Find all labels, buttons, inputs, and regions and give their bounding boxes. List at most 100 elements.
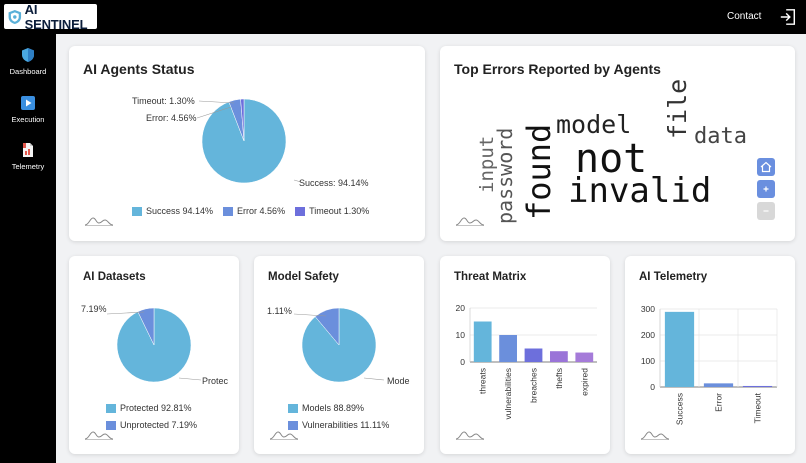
legend-swatch	[295, 206, 306, 216]
legend-item: Protected 92.81%	[120, 403, 192, 413]
legend-item: Unprotected 7.19%	[120, 420, 198, 430]
bar-thefts[interactable]	[550, 351, 568, 362]
play-icon	[21, 96, 35, 110]
telemetry-card: AI Telemetry 0 100 200 300 Success Error Timeo…	[625, 256, 795, 454]
legend-item[interactable]: Error 4.56%	[237, 206, 286, 216]
document-icon	[23, 143, 33, 157]
bar-breaches[interactable]	[524, 348, 543, 363]
legend-item: Vulnerabilities 11.11%	[302, 420, 390, 430]
shield-icon	[22, 48, 34, 62]
contact-link[interactable]: Contact	[727, 11, 762, 22]
y-tick-label: 0	[650, 382, 655, 392]
word-cloud-word: file	[663, 78, 692, 139]
sidebar-item-label: Dashboard	[9, 67, 47, 76]
chart-library-logo-icon	[455, 217, 485, 226]
chart-library-logo-icon	[84, 217, 114, 226]
chart-library-logo-icon	[455, 431, 485, 440]
legend-swatch	[223, 206, 234, 216]
home-icon	[760, 161, 772, 173]
top-errors-card: Top Errors Reported by Agents input pass…	[440, 46, 795, 241]
logo-text: AI SENTINEL	[24, 1, 88, 32]
pie-label-protected: Protec	[202, 376, 229, 386]
card-title: Model Safety	[268, 271, 339, 283]
zoom-reset-button[interactable]	[757, 158, 775, 176]
bar-vulnerabilities[interactable]	[499, 335, 517, 362]
agents-status-card: AI Agents Status Timeout: 1.30% Error: 4…	[69, 46, 425, 241]
card-title: Threat Matrix	[454, 271, 527, 283]
chart-library-logo-icon	[84, 431, 114, 440]
sidebar-item-label: Telemetry	[11, 162, 45, 171]
y-tick-label: 10	[456, 330, 466, 340]
bar-timeout[interactable]	[742, 385, 773, 387]
y-tick-label: 300	[641, 304, 655, 314]
legend-swatch	[288, 403, 298, 413]
x-tick-label: breaches	[529, 368, 539, 403]
legend-swatch	[106, 403, 116, 413]
zoom-in-button[interactable]	[757, 180, 775, 198]
datasets-pie	[116, 307, 192, 383]
logout-icon[interactable]	[779, 8, 797, 26]
bar-expired[interactable]	[575, 352, 594, 362]
pie-label-timeout: Timeout: 1.30%	[132, 96, 195, 106]
y-tick-label: 100	[641, 356, 655, 366]
legend-item[interactable]: Timeout 1.30%	[309, 206, 370, 216]
plus-icon	[763, 186, 769, 192]
word-cloud-word: password	[493, 127, 517, 224]
x-tick-label: Error	[714, 393, 724, 412]
x-tick-label: expired	[579, 368, 589, 396]
x-tick-label: Success	[675, 393, 685, 425]
x-tick-label: threats	[478, 368, 488, 394]
sidebar-item-label: Execution	[11, 115, 45, 124]
card-title: AI Datasets	[83, 271, 146, 283]
y-tick-label: 20	[456, 303, 466, 313]
shield-logo-icon	[8, 9, 22, 24]
legend-swatch	[132, 206, 142, 216]
word-cloud-word: model	[556, 110, 632, 139]
pie-legend-item[interactable]: Models 88.89%	[288, 403, 364, 413]
word-cloud-word: data	[694, 124, 747, 149]
pie-legend-item[interactable]: Protected 92.81%	[106, 403, 192, 413]
chart-library-logo-icon	[640, 431, 670, 440]
legend-swatch	[288, 420, 298, 430]
zoom-out-button[interactable]	[757, 202, 775, 220]
pie-label-unprotected: 7.19%	[81, 304, 107, 314]
pie-legend-item[interactable]: Vulnerabilities 11.11%	[288, 420, 389, 430]
sidebar-item-telemetry[interactable]: Telemetry	[0, 142, 56, 171]
word-cloud-word: found	[520, 123, 558, 220]
model-safety-pie	[301, 307, 377, 383]
threat-matrix-card: Threat Matrix 0 10 20 threats vulnerabilitie…	[440, 256, 610, 454]
pie-slice-timeout[interactable]	[240, 98, 245, 142]
pie-label-error: Error: 4.56%	[146, 113, 197, 123]
x-tick-label: thefts	[554, 368, 564, 389]
bar-success[interactable]	[664, 311, 695, 387]
legend-swatch	[106, 420, 116, 430]
legend-item[interactable]: Success 94.14%	[146, 206, 214, 216]
datasets-card: AI Datasets 7.19% Protec Protected 92.81…	[69, 256, 239, 454]
sidebar: Dashboard Execution Telemetry	[0, 34, 56, 463]
card-title: AI Agents Status	[83, 61, 195, 77]
legend-item: Models 88.89%	[302, 403, 365, 413]
pie-legend-item[interactable]: Unprotected 7.19%	[106, 420, 197, 430]
pie-slice-vulnerabilities[interactable]	[314, 307, 340, 346]
sidebar-item-execution[interactable]: Execution	[0, 95, 56, 124]
pie-label-vulnerabilities: 1.11%	[267, 306, 292, 316]
x-tick-label: vulnerabilities	[503, 368, 513, 420]
pie-label-models: Mode	[387, 376, 410, 386]
card-title: Top Errors Reported by Agents	[454, 61, 661, 77]
card-title: AI Telemetry	[639, 271, 708, 283]
pie-label-success: Success: 94.14%	[299, 178, 369, 188]
telemetry-bar-chart: 0 100 200 300 Success Error Timeout	[641, 304, 778, 425]
minus-icon	[763, 210, 769, 212]
y-tick-label: 0	[460, 357, 465, 367]
bar-error[interactable]	[703, 383, 734, 387]
threat-matrix-bar-chart: 0 10 20 threats vulnerabilities breaches theft…	[456, 303, 597, 420]
model-safety-card: Model Safety 1.11% Mode Models 88.89% Vu…	[254, 256, 424, 454]
bar-threats[interactable]	[473, 321, 492, 363]
pie-legend: Success 94.14% Error 4.56% Timeout 1.30%	[132, 206, 369, 216]
sidebar-item-dashboard[interactable]: Dashboard	[0, 47, 56, 76]
app-logo[interactable]: AI SENTINEL	[4, 1, 97, 32]
y-tick-label: 200	[641, 330, 655, 340]
word-cloud-word: invalid	[568, 171, 712, 211]
chart-library-logo-icon	[269, 431, 299, 440]
agents-status-pie	[201, 98, 287, 184]
